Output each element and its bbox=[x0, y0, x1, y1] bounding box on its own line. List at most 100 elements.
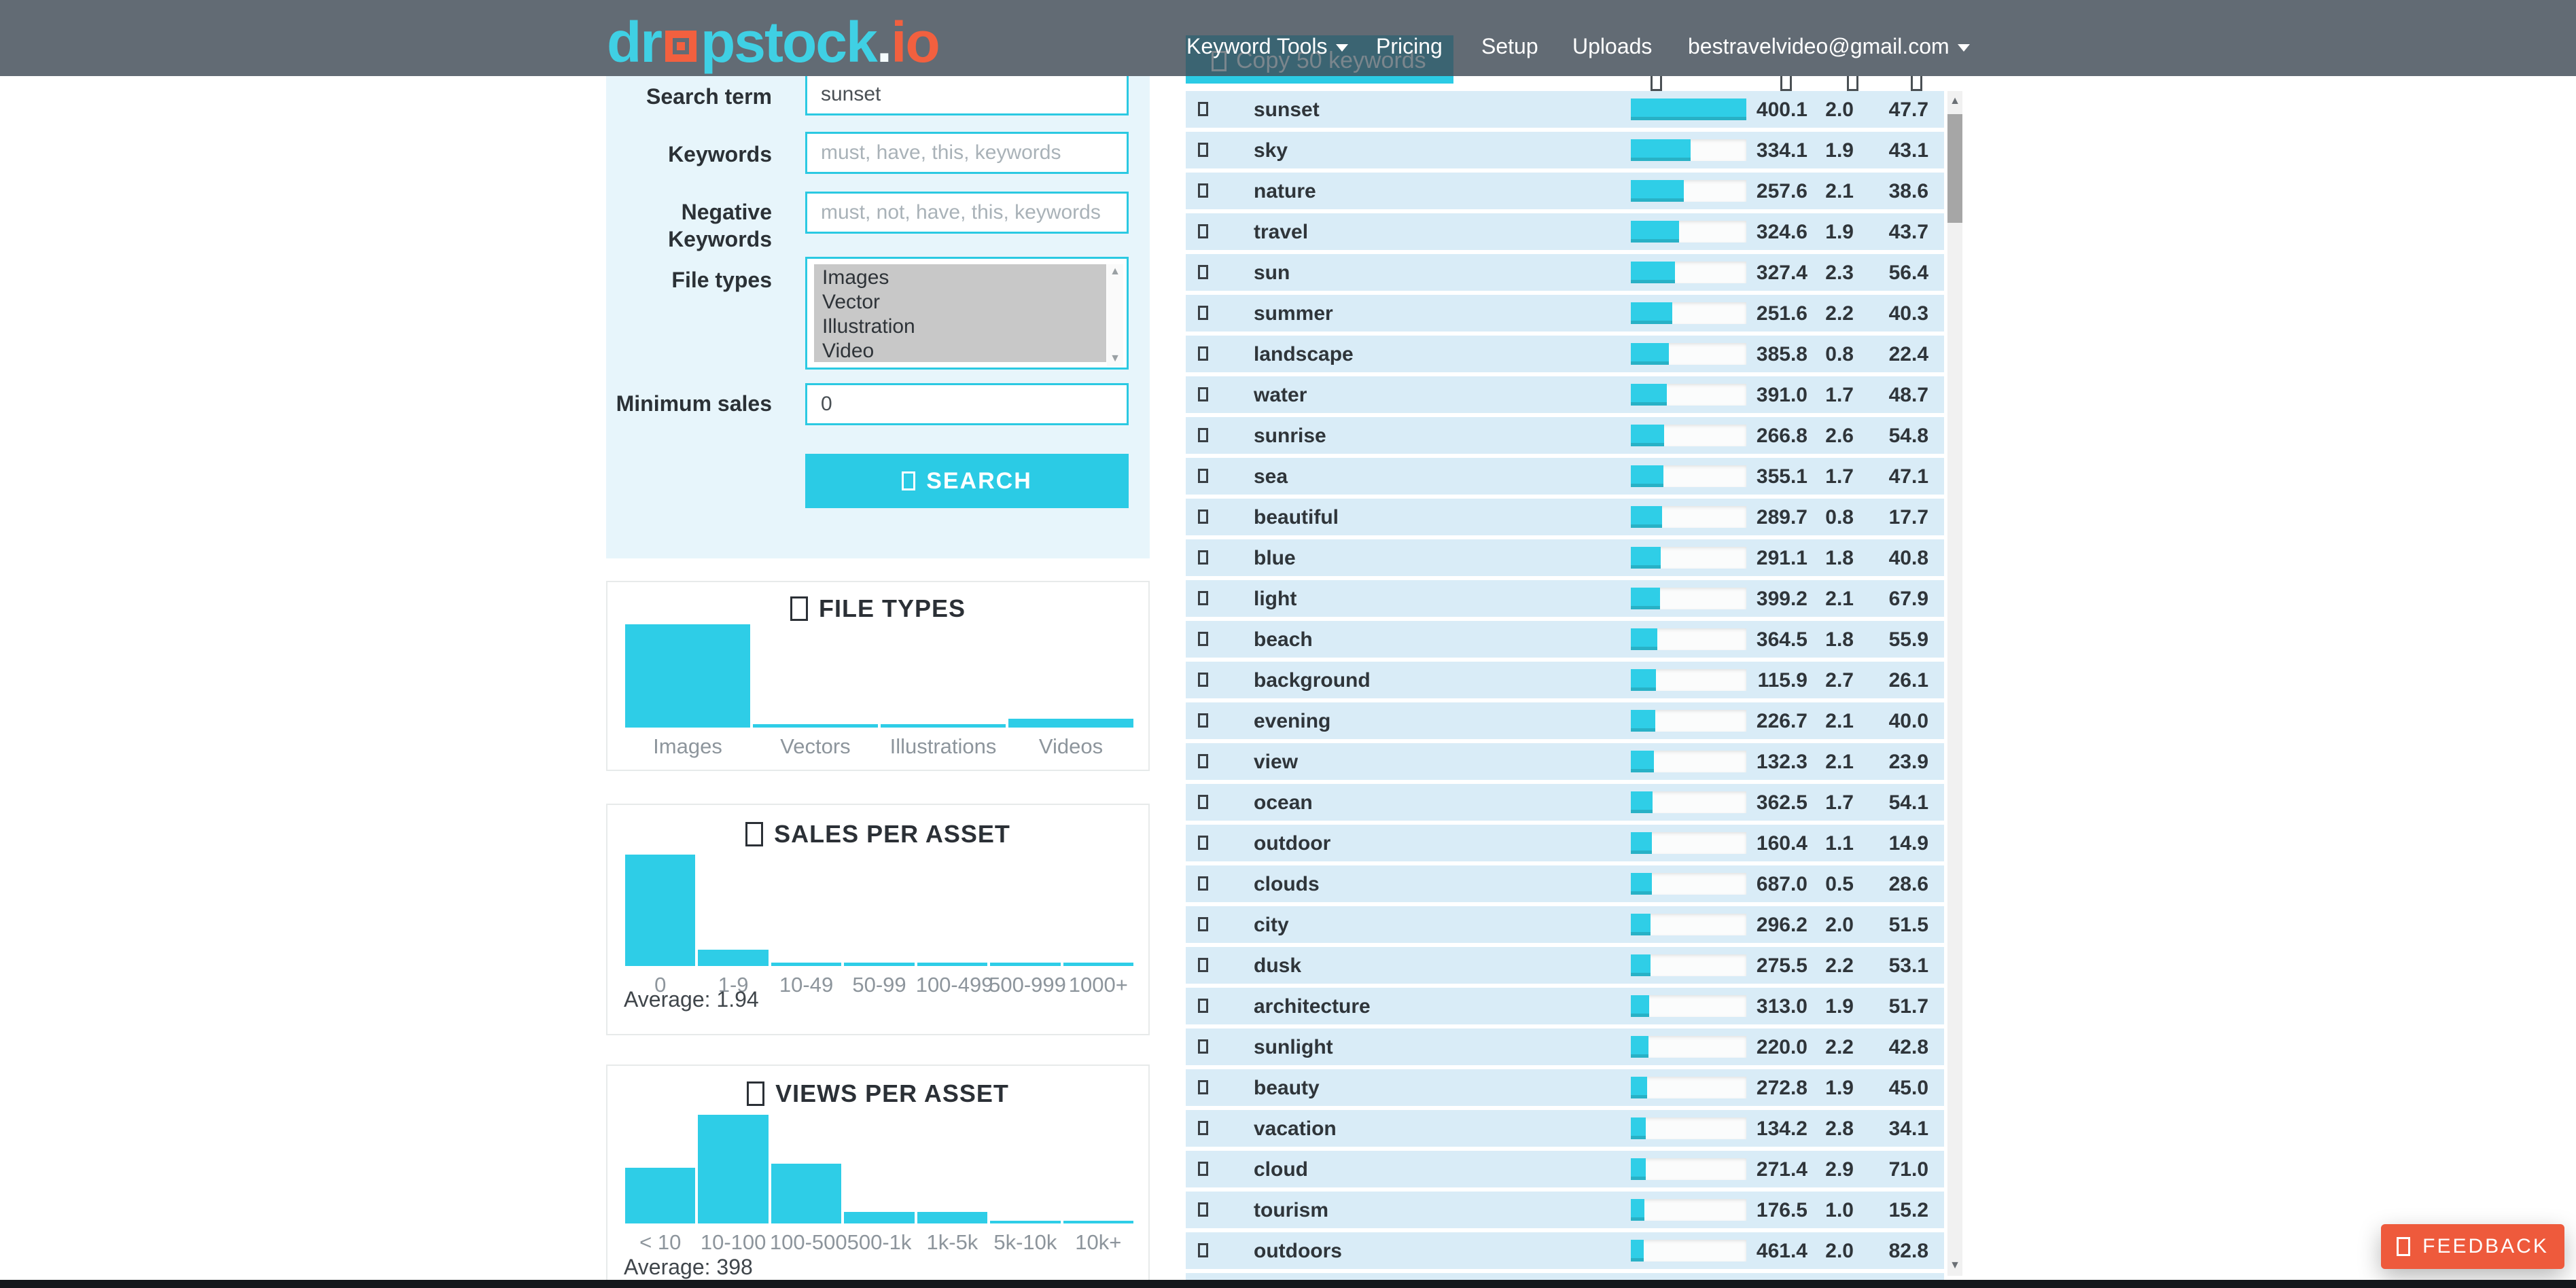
keyword-label: sunlight bbox=[1254, 1036, 1333, 1058]
table-row: architecture 313.0 1.9 51.7 bbox=[1186, 988, 1944, 1024]
keyword-label: blue bbox=[1254, 547, 1296, 569]
nav-pricing[interactable]: Pricing bbox=[1376, 34, 1443, 58]
row-checkbox[interactable] bbox=[1198, 713, 1208, 728]
chart-bar-5k-10k: 5k-10k bbox=[989, 1115, 1061, 1254]
negative-keywords-input[interactable] bbox=[805, 192, 1129, 234]
scroll-up-icon[interactable]: ▲ bbox=[1110, 266, 1121, 277]
keyword-score-bar bbox=[1631, 1199, 1746, 1221]
copy-keywords-button[interactable] bbox=[1186, 76, 1453, 84]
feedback-button[interactable]: FEEDBACK bbox=[2381, 1224, 2564, 1269]
keyword-score-bar bbox=[1631, 1240, 1746, 1262]
row-checkbox[interactable] bbox=[1198, 999, 1208, 1013]
keyword-metric: 2.0 bbox=[1825, 914, 1854, 936]
row-checkbox[interactable] bbox=[1198, 836, 1208, 850]
nav-uploads[interactable]: Uploads bbox=[1572, 34, 1653, 58]
row-checkbox[interactable] bbox=[1198, 795, 1208, 809]
table-scroll-up-icon[interactable]: ▲ bbox=[1947, 91, 1962, 111]
keyword-metric: 364.5 bbox=[1756, 628, 1807, 651]
keywords-input[interactable] bbox=[805, 132, 1129, 174]
chart-category-label: Illustrations bbox=[889, 734, 997, 758]
table-row: cloud 271.4 2.9 71.0 bbox=[1186, 1151, 1944, 1187]
row-checkbox[interactable] bbox=[1198, 143, 1208, 157]
row-checkbox[interactable] bbox=[1198, 265, 1208, 279]
row-checkbox[interactable] bbox=[1198, 1039, 1208, 1054]
chart-bar-100-499: 100-499 bbox=[916, 855, 993, 997]
search-term-input[interactable] bbox=[805, 73, 1129, 115]
file-type-option[interactable]: Video bbox=[822, 340, 875, 362]
row-checkbox[interactable] bbox=[1198, 224, 1208, 238]
table-scrollbar-track[interactable] bbox=[1947, 91, 1962, 1276]
row-checkbox[interactable] bbox=[1198, 1162, 1208, 1176]
minimum-sales-input[interactable] bbox=[805, 383, 1129, 425]
keyword-metric: 42.8 bbox=[1888, 1036, 1928, 1058]
keyword-metric: 34.1 bbox=[1888, 1117, 1928, 1140]
select-scrollbar[interactable]: ▲ ▼ bbox=[1107, 264, 1123, 366]
file-type-option[interactable]: Images bbox=[822, 266, 889, 289]
keyword-metric: 220.0 bbox=[1756, 1036, 1807, 1058]
caret-down-icon bbox=[1335, 44, 1348, 52]
row-checkbox[interactable] bbox=[1198, 1243, 1208, 1257]
logo-text: dr bbox=[607, 10, 663, 74]
row-checkbox[interactable] bbox=[1198, 1121, 1208, 1135]
table-row: outdoor 160.4 1.1 14.9 bbox=[1186, 825, 1944, 861]
nav-keyword-tools[interactable]: Keyword Tools bbox=[1186, 34, 1348, 59]
row-checkbox[interactable] bbox=[1198, 509, 1208, 524]
keyword-metric: 82.8 bbox=[1888, 1240, 1928, 1262]
row-checkbox[interactable] bbox=[1198, 917, 1208, 931]
keyword-metric: 313.0 bbox=[1756, 995, 1807, 1018]
chart-bar-1k-5k: 1k-5k bbox=[916, 1115, 989, 1254]
row-checkbox[interactable] bbox=[1198, 1080, 1208, 1094]
keyword-score-bar bbox=[1631, 1077, 1746, 1098]
keyword-label: sky bbox=[1254, 139, 1288, 162]
search-button[interactable]: SEARCH bbox=[805, 454, 1129, 508]
table-scrollbar-thumb[interactable] bbox=[1947, 114, 1962, 223]
chart-category-label: Videos bbox=[1038, 734, 1104, 758]
table-scroll-down-icon[interactable]: ▼ bbox=[1947, 1255, 1962, 1276]
row-checkbox[interactable] bbox=[1198, 102, 1208, 116]
file-type-option[interactable]: Illustration bbox=[822, 315, 915, 338]
row-checkbox[interactable] bbox=[1198, 632, 1208, 646]
keyword-label: view bbox=[1254, 751, 1299, 773]
chart-category-label: 1000+ bbox=[1068, 973, 1128, 997]
row-checkbox[interactable] bbox=[1198, 306, 1208, 320]
keyword-score-bar bbox=[1631, 262, 1746, 283]
keyword-metric: 134.2 bbox=[1756, 1117, 1807, 1140]
keyword-metric: 251.6 bbox=[1756, 302, 1807, 325]
keyword-metric: 51.7 bbox=[1888, 995, 1928, 1018]
row-checkbox[interactable] bbox=[1198, 387, 1208, 401]
scroll-down-icon[interactable]: ▼ bbox=[1110, 353, 1121, 364]
row-checkbox[interactable] bbox=[1198, 754, 1208, 768]
nav-account-menu[interactable]: bestravelvideo@gmail.com bbox=[1688, 34, 1970, 59]
row-checkbox[interactable] bbox=[1198, 591, 1208, 605]
table-row: sunset 400.1 2.0 47.7 bbox=[1186, 91, 1944, 128]
chart-bar-1-9: 1-9 bbox=[696, 855, 769, 997]
nav-setup[interactable]: Setup bbox=[1481, 34, 1538, 58]
chart-bar-Illustrations: Illustrations bbox=[879, 624, 1007, 758]
row-checkbox[interactable] bbox=[1198, 1202, 1208, 1217]
row-checkbox[interactable] bbox=[1198, 183, 1208, 198]
keyword-score-bar bbox=[1631, 669, 1746, 691]
row-checkbox[interactable] bbox=[1198, 469, 1208, 483]
row-checkbox[interactable] bbox=[1198, 876, 1208, 891]
row-checkbox[interactable] bbox=[1198, 673, 1208, 687]
table-row: sun 327.4 2.3 56.4 bbox=[1186, 254, 1944, 291]
row-checkbox[interactable] bbox=[1198, 958, 1208, 972]
views-per-asset-title: VIEWS PER ASSET bbox=[607, 1079, 1148, 1108]
row-checkbox[interactable] bbox=[1198, 428, 1208, 442]
table-row: nature 257.6 2.1 38.6 bbox=[1186, 173, 1944, 209]
keyword-metric: 15.2 bbox=[1888, 1199, 1928, 1221]
keywords-label: Keywords bbox=[668, 142, 772, 166]
table-row: landscape 385.8 0.8 22.4 bbox=[1186, 336, 1944, 372]
logo[interactable]: dr pstock.io bbox=[607, 10, 940, 74]
logo-square-icon bbox=[665, 31, 696, 62]
chart-bar-0: 0 bbox=[624, 855, 696, 997]
chart-category-label: 5k-10k bbox=[993, 1230, 1057, 1254]
keyword-metric: 334.1 bbox=[1756, 139, 1807, 162]
row-checkbox[interactable] bbox=[1198, 550, 1208, 565]
table-row: sunlight 220.0 2.2 42.8 bbox=[1186, 1028, 1944, 1065]
file-type-option[interactable]: Vector bbox=[822, 291, 881, 313]
chart-bar-500-1k: 500-1k bbox=[843, 1115, 915, 1254]
row-checkbox[interactable] bbox=[1198, 346, 1208, 361]
file-types-select[interactable]: Images Vector Illustration Video ▲ ▼ bbox=[805, 257, 1129, 370]
